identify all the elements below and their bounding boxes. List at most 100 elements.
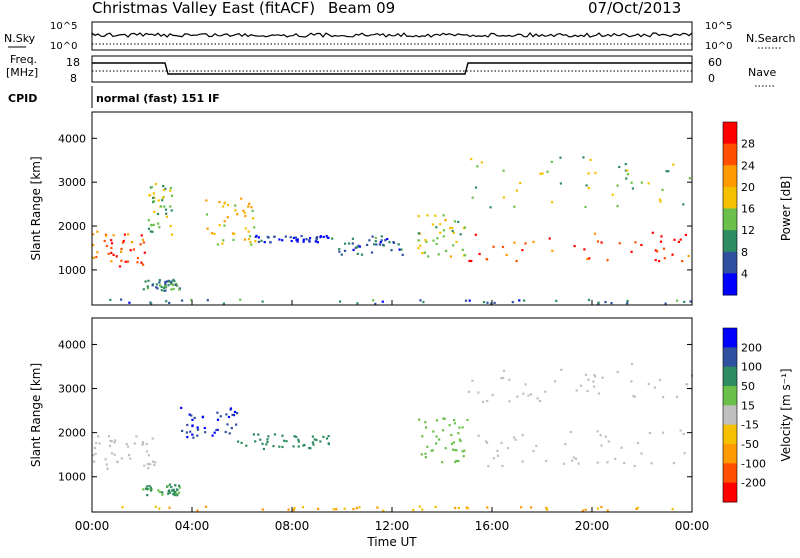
echo-cell: [147, 467, 150, 470]
echo-cell: [457, 432, 460, 435]
echo-cell: [597, 392, 601, 395]
echo-cell: [587, 378, 590, 381]
echo-cell: [604, 301, 607, 304]
echo-cell: [142, 263, 145, 266]
echo-cell: [146, 287, 149, 290]
echo-cell: [378, 243, 381, 246]
echo-cell: [375, 243, 378, 246]
echo-cell: [676, 395, 679, 398]
echo-cell: [253, 226, 256, 229]
echo-cell: [480, 161, 483, 164]
echo-cell: [548, 237, 551, 240]
y-axis-label: Slant Range [km]: [29, 363, 43, 467]
echo-cell: [115, 255, 118, 258]
echo-cell: [586, 389, 589, 392]
echo-cell: [466, 507, 470, 510]
x-tick-label: 08:00: [275, 519, 310, 533]
echo-cell: [601, 376, 604, 379]
colorbar-tick-label: -15: [741, 419, 759, 432]
echo-cell: [482, 400, 485, 403]
echo-cell: [663, 257, 666, 260]
echo-cell: [559, 182, 562, 185]
echo-cell: [143, 251, 146, 254]
echo-cell: [457, 459, 460, 463]
echo-cell: [454, 449, 457, 452]
echo-cell: [257, 433, 260, 436]
echo-cell: [312, 443, 315, 446]
echo-cell: [432, 239, 435, 242]
echo-cell: [606, 259, 609, 262]
echo-cell: [574, 457, 578, 460]
echo-cell: [358, 245, 361, 248]
echo-cell: [164, 280, 167, 284]
echo-cell: [218, 224, 221, 227]
echo-cell: [676, 299, 679, 302]
echo-cell: [559, 156, 562, 159]
echo-cell: [174, 283, 177, 286]
echo-cell: [442, 214, 445, 217]
echo-cell: [143, 464, 146, 467]
echo-cell: [123, 233, 126, 236]
colorbar-label: Velocity [m s⁻¹]: [779, 368, 793, 461]
echo-cell: [442, 229, 445, 232]
echo-cell: [596, 430, 599, 433]
echo-cell: [401, 253, 404, 256]
echo-cell: [486, 506, 489, 509]
echo-cell: [188, 413, 191, 416]
echo-cell: [664, 302, 667, 305]
echo-cell: [153, 210, 156, 213]
echo-cell: [213, 431, 216, 434]
echo-cell: [158, 226, 161, 229]
echo-cell: [142, 288, 145, 291]
echo-cell: [165, 212, 168, 215]
echo-cell: [289, 236, 292, 239]
echo-cell: [152, 192, 155, 195]
echo-cell: [373, 243, 376, 246]
echo-cell: [105, 244, 108, 248]
x-tick-label: 00:00: [75, 519, 110, 533]
echo-cell: [589, 158, 592, 161]
echo-cell: [265, 443, 268, 446]
echo-cell: [442, 235, 445, 238]
echo-cell: [116, 460, 119, 464]
echo-cell: [163, 205, 166, 208]
echo-cell: [482, 301, 486, 304]
echo-cell: [338, 250, 341, 253]
echo-cell: [272, 445, 275, 448]
echo-cell: [186, 436, 189, 439]
echo-cell: [352, 508, 355, 511]
echo-cell: [218, 201, 221, 204]
y-tick-label: 4000: [58, 132, 86, 145]
echo-cell: [419, 299, 422, 302]
echo-cell: [505, 253, 508, 256]
echo-cell: [546, 508, 549, 511]
echo-cell: [157, 222, 160, 225]
echo-cell: [110, 242, 114, 245]
echo-cell: [671, 508, 674, 511]
echo-cell: [146, 285, 149, 288]
colorbar-frame: [722, 327, 738, 503]
echo-cell: [113, 453, 116, 456]
echo-cell: [295, 238, 298, 242]
time-axis: 00:00 04:00 08:00 12:00 16:00 20:00 00:00 Time …: [75, 519, 710, 549]
echo-cell: [417, 247, 420, 250]
echo-cell: [435, 242, 438, 246]
x-tick-label: 16:00: [475, 519, 510, 533]
echo-cell: [582, 156, 585, 159]
echo-cell: [297, 440, 300, 443]
echo-cell: [110, 439, 113, 443]
echo-cell: [681, 260, 684, 263]
echo-cell: [340, 253, 343, 256]
echo-cell: [500, 377, 503, 380]
echo-cell: [572, 456, 575, 459]
heatmap-frame: [91, 317, 693, 513]
echo-cell: [160, 205, 163, 208]
echo-cell: [146, 485, 149, 488]
echo-cell: [380, 239, 383, 242]
echo-cell: [171, 283, 174, 286]
echo-cell: [249, 241, 252, 244]
echo-cell: [162, 185, 165, 188]
echo-cell: [550, 160, 553, 163]
echo-cell: [314, 240, 317, 243]
echo-cell: [173, 494, 176, 497]
